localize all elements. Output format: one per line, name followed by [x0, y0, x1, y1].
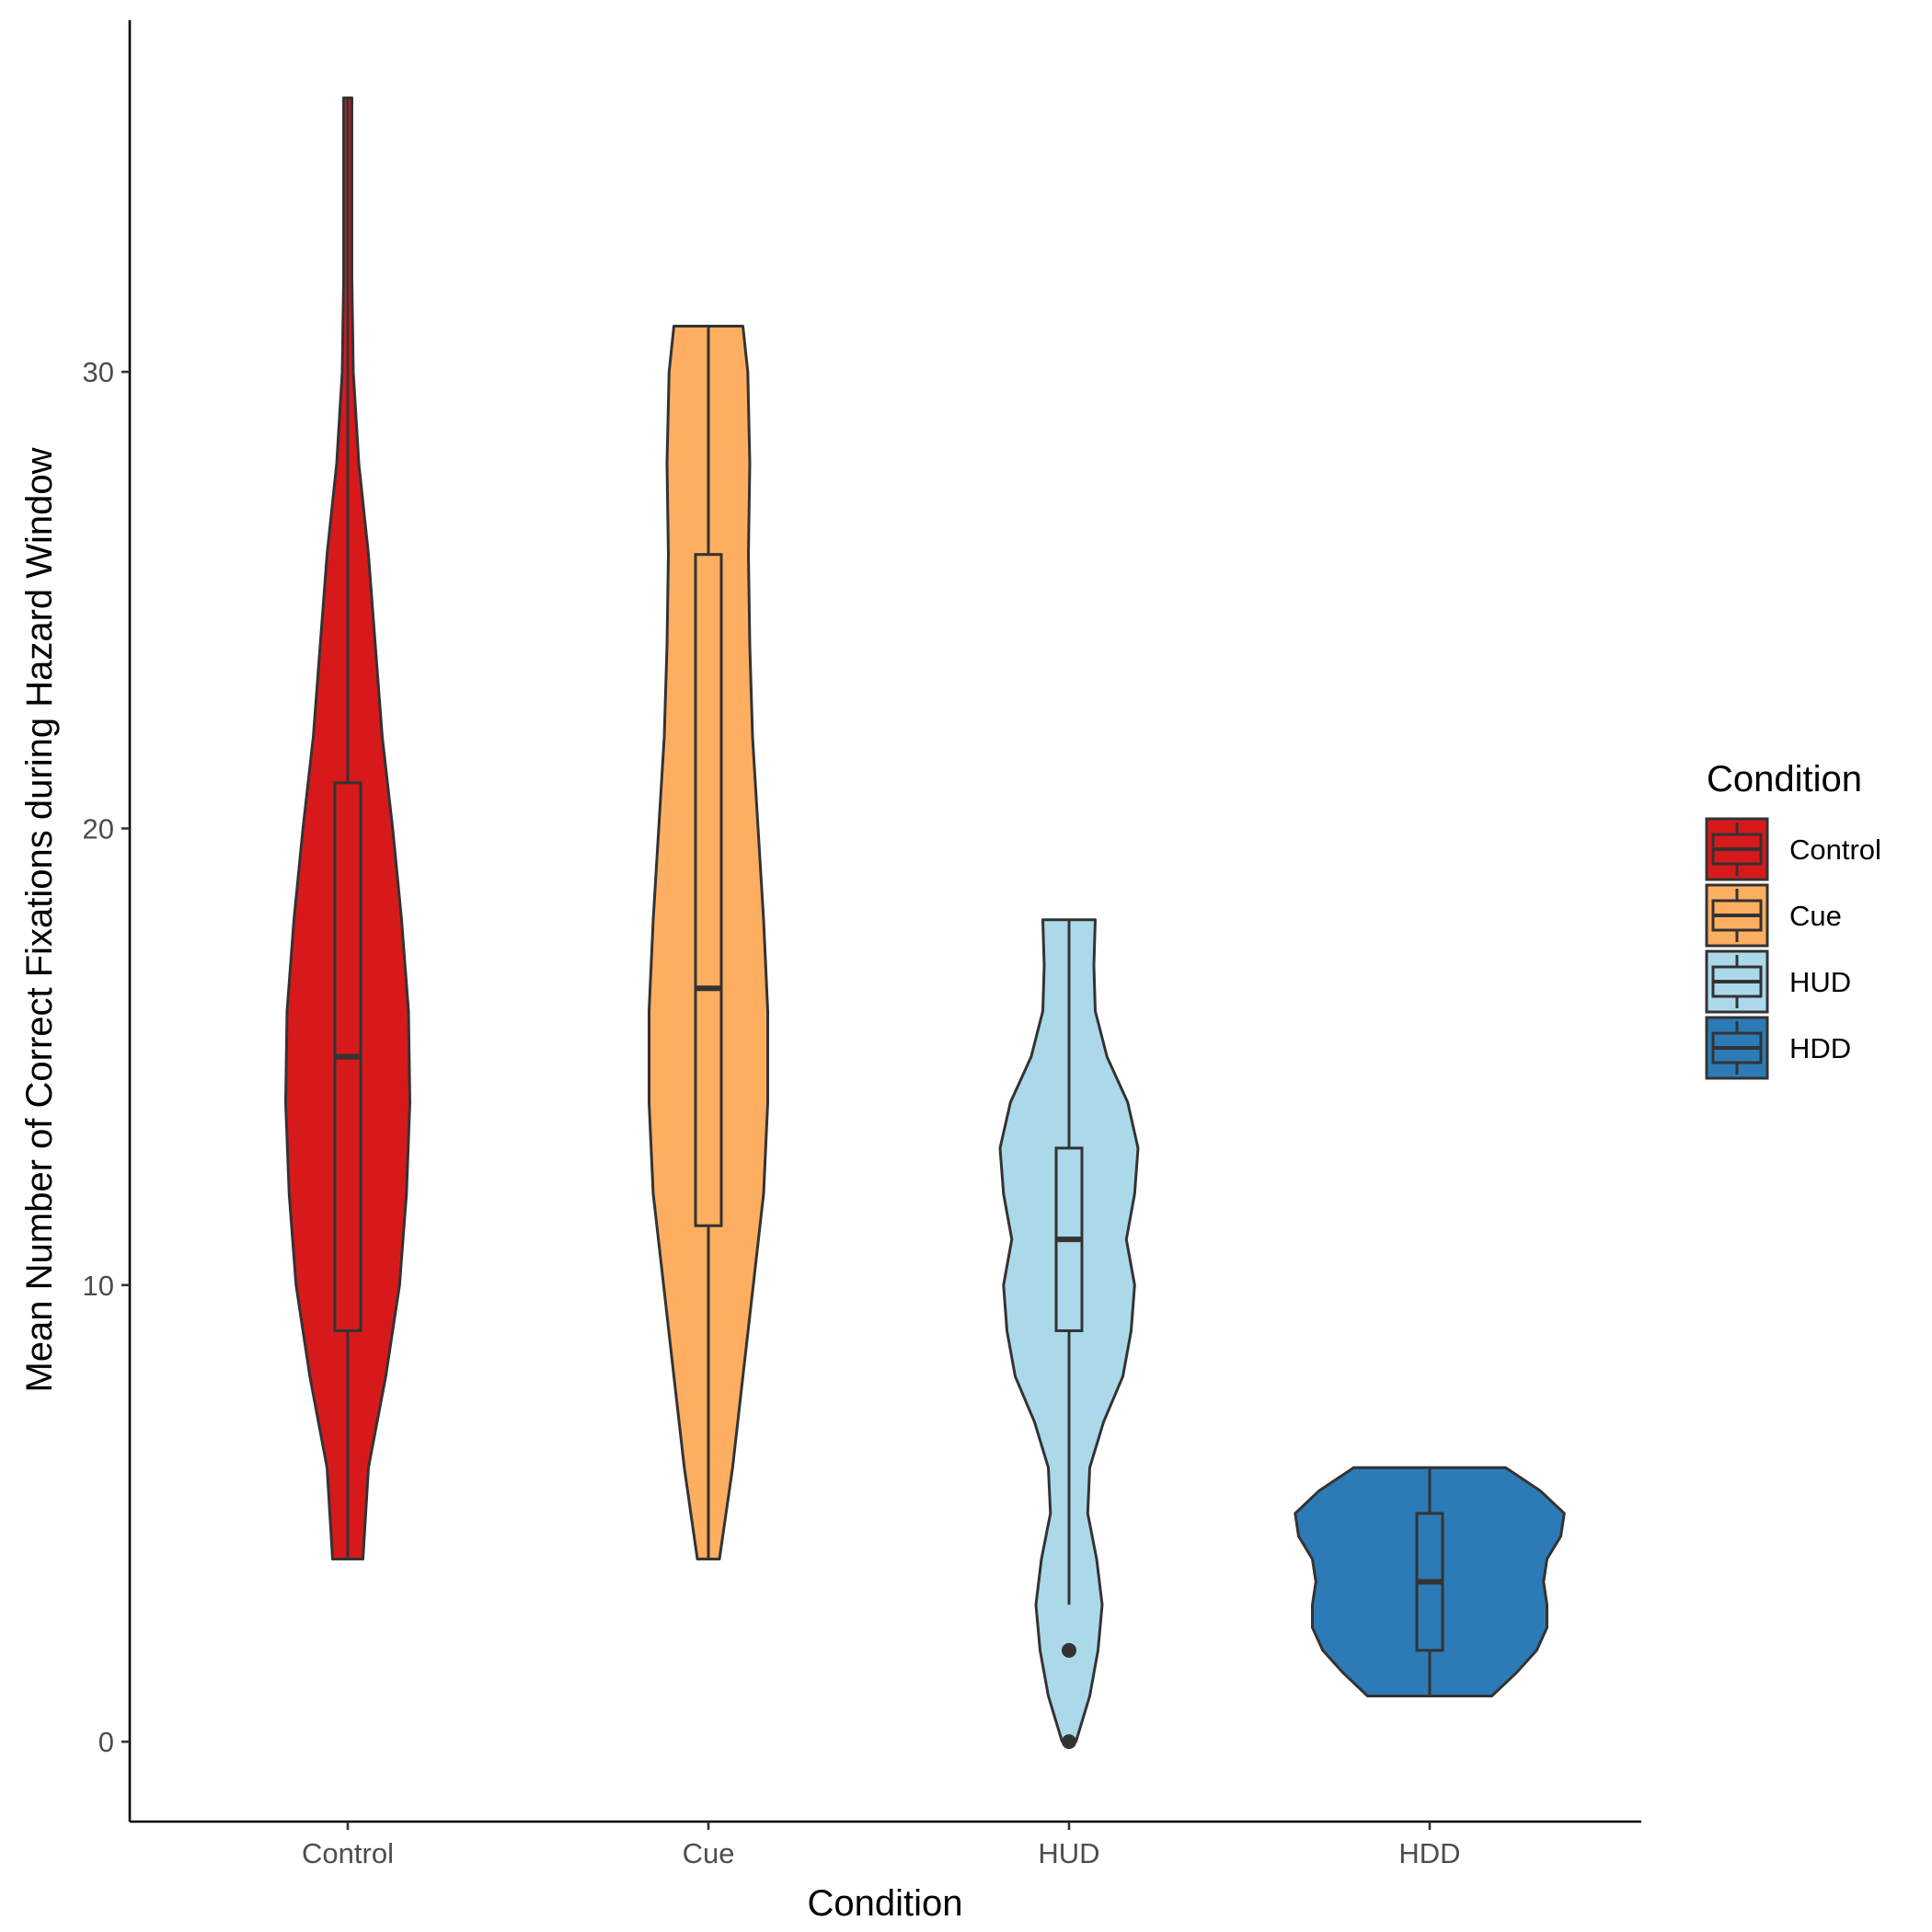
outlier-point-hud-1 [1062, 1734, 1076, 1750]
legend-label-control: Control [1789, 834, 1881, 866]
x-axis-ticks: Control Cue HUD HDD [302, 1822, 1461, 1869]
legend-key-hud [1705, 949, 1769, 1014]
legend-items: Control Cue HUD HDD [1705, 817, 1881, 1080]
x-tick-label-cue: Cue [683, 1837, 735, 1869]
legend-title: Condition [1707, 759, 1862, 799]
y-axis-ticks: 0 10 20 30 [83, 356, 130, 1758]
violin-group-hud [998, 918, 1140, 1750]
legend-label-hdd: HDD [1789, 1032, 1851, 1064]
legend-label-hud: HUD [1789, 966, 1851, 998]
box-cue [694, 553, 723, 1227]
y-tick-label-20: 20 [83, 812, 114, 845]
y-tick-label-30: 30 [83, 356, 114, 388]
violin-group-control [284, 96, 411, 1561]
x-tick-label-hdd: HDD [1398, 1837, 1460, 1869]
x-tick-label-control: Control [302, 1837, 394, 1869]
x-tick-label-hud: HUD [1038, 1837, 1099, 1869]
plot-area [284, 96, 1566, 1750]
y-axis-title: Mean Number of Correct Fixations during … [19, 447, 60, 1392]
legend-key-cue [1705, 883, 1769, 948]
legend-label-cue: Cue [1789, 900, 1842, 932]
y-tick-label-0: 0 [98, 1726, 114, 1758]
legend: Condition Control Cue HUD HDD [1705, 759, 1881, 1080]
legend-key-control [1705, 817, 1769, 881]
y-tick-label-10: 10 [83, 1270, 114, 1302]
violin-group-hdd [1294, 1466, 1566, 1697]
violin-group-cue [648, 325, 769, 1561]
outlier-point-hud-0 [1062, 1642, 1076, 1658]
x-axis-title: Condition [807, 1883, 962, 1924]
legend-key-hdd [1705, 1016, 1769, 1080]
